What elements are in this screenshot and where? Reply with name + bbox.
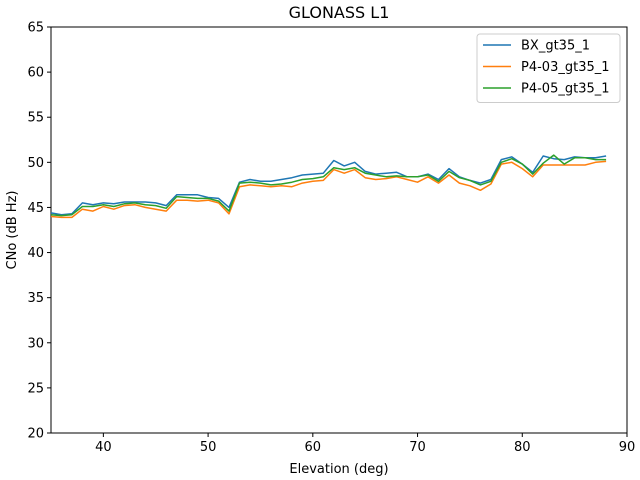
y-tick-label: 25 (27, 381, 44, 396)
y-tick-label: 40 (27, 246, 44, 261)
y-tick-label: 50 (27, 156, 44, 171)
y-tick-label: 20 (27, 427, 44, 442)
series-line-p4-03-gt35-1 (50, 160, 607, 219)
y-axis-title: CNo (dB Hz) (5, 191, 20, 270)
series-line-bx-gt35-1 (50, 155, 607, 216)
x-tick-label: 80 (514, 440, 531, 455)
legend-label: P4-03_gt35_1 (521, 60, 610, 75)
x-tick-label: 50 (200, 440, 217, 455)
series-line-p4-05-gt35-1 (50, 154, 607, 217)
x-tick-label: 70 (409, 440, 426, 455)
series-lines (50, 154, 607, 219)
x-tick-label: 40 (95, 440, 112, 455)
y-tick-label: 45 (27, 201, 44, 216)
legend-label: BX_gt35_1 (521, 39, 590, 54)
plot-frame (50, 26, 628, 434)
x-tick-label: 90 (619, 440, 636, 455)
chart-title: GLONASS L1 (289, 3, 390, 22)
x-axis-title: Elevation (deg) (289, 462, 388, 477)
x-axis: 40 50 60 70 80 90 (95, 433, 635, 455)
x-tick-label: 60 (305, 440, 322, 455)
y-tick-label: 65 (27, 21, 44, 36)
y-axis: 20 25 30 35 40 45 50 55 60 65 (27, 21, 51, 442)
legend-box (476, 33, 621, 103)
y-tick-label: 35 (27, 291, 44, 306)
y-tick-label: 60 (27, 66, 44, 81)
y-tick-label: 55 (27, 111, 44, 126)
y-tick-label: 30 (27, 336, 44, 351)
legend-label: P4-05_gt35_1 (521, 82, 610, 97)
plot-area (50, 26, 628, 434)
legend: BX_gt35_1 P4-03_gt35_1 P4-05_gt35_1 (476, 33, 621, 103)
